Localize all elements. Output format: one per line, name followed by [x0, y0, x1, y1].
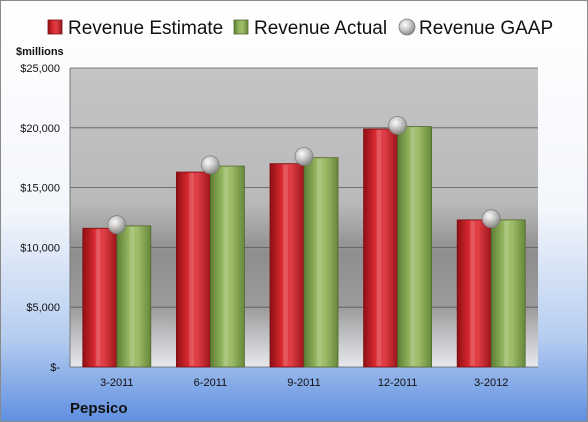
marker-revenue-gaap — [294, 147, 314, 166]
bar-highlight — [95, 229, 101, 366]
y-axis: $- $5,000 $10,000 $15,000 $20,000 $25,000 — [20, 63, 71, 374]
bar-revenue-estimate — [456, 219, 492, 368]
x-tick-label: 3-2011 — [100, 377, 133, 389]
y-axis-unit-label: $millions — [16, 46, 64, 58]
legend-label: Revenue Actual — [254, 18, 387, 39]
y-tick-label: $- — [50, 362, 60, 374]
legend-swatch-revenue-actual — [233, 19, 249, 35]
bar-highlight — [282, 164, 288, 366]
x-tick-label: 12-2011 — [378, 377, 418, 389]
x-tick-label: 9-2011 — [287, 377, 320, 389]
bar-revenue-actual — [397, 126, 433, 368]
bar-highlight — [470, 220, 475, 366]
legend: Revenue Estimate Revenue Actual Revenue GA… — [47, 18, 553, 39]
bar-revenue-estimate — [175, 171, 211, 368]
legend-label: Revenue GAAP — [419, 18, 553, 39]
company-label: Pepsico — [70, 400, 128, 417]
bar-revenue-actual — [116, 225, 152, 368]
legend-label: Revenue Estimate — [68, 18, 223, 39]
marker-revenue-gaap — [481, 209, 501, 229]
y-tick-label: $10,000 — [20, 242, 60, 254]
bar-highlight — [223, 167, 229, 366]
x-tick-label: 6-2011 — [194, 377, 227, 389]
bar-highlight — [410, 127, 416, 366]
legend-swatch-revenue-gaap — [398, 18, 416, 36]
legend-swatch-revenue-estimate — [47, 19, 63, 35]
bar-highlight — [129, 226, 135, 366]
bars — [82, 126, 526, 368]
marker-revenue-gaap — [107, 215, 127, 235]
gaap-markers — [107, 116, 501, 235]
bar-highlight — [316, 158, 322, 366]
bar-revenue-estimate — [269, 163, 305, 368]
bar-highlight — [376, 129, 382, 366]
bar-revenue-estimate — [363, 128, 399, 368]
y-tick-label: $25,000 — [20, 63, 60, 75]
y-tick-label: $20,000 — [20, 123, 60, 135]
bar-revenue-estimate — [82, 227, 118, 368]
bar-revenue-actual — [490, 219, 526, 368]
marker-revenue-gaap — [200, 155, 220, 175]
bar-highlight — [504, 220, 509, 366]
y-tick-label: $15,000 — [20, 183, 60, 195]
marker-revenue-gaap — [388, 116, 408, 135]
bar-revenue-actual — [303, 157, 339, 368]
x-axis: 3-2011 6-2011 9-2011 12-2011 3-2012 — [100, 377, 508, 389]
bar-revenue-actual — [209, 165, 245, 368]
x-tick-label: 3-2012 — [474, 377, 508, 389]
bar-highlight — [189, 173, 195, 366]
y-tick-label: $5,000 — [26, 302, 60, 314]
